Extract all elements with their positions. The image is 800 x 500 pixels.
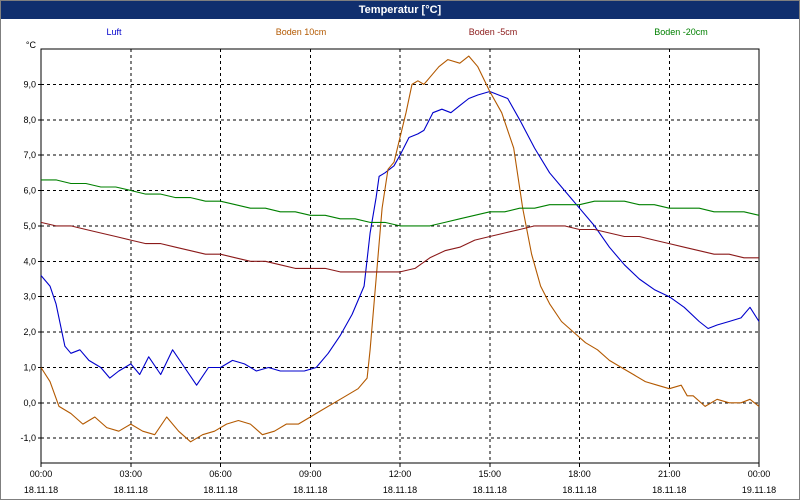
series-line-2 [40, 55, 760, 443]
legend-entry-3: Boden -5cm [469, 27, 518, 37]
x-tick-time: 21:00 [658, 469, 681, 479]
y-tick-label: 0,0 [23, 398, 36, 408]
chart-legend: Luft Boden 10cm Boden -5cm Boden -20cm [106, 27, 707, 37]
x-tick-date: 18.11.18 [383, 485, 417, 495]
y-tick-label: -1,0 [20, 433, 36, 443]
y-tick-label: 2,0 [23, 327, 36, 337]
y-tick-label: 8,0 [23, 115, 36, 125]
y-tick-label: 7,0 [23, 150, 36, 160]
y-tick-label: 9,0 [23, 79, 36, 89]
x-tick-time: 12:00 [389, 469, 412, 479]
x-tick-time: 06:00 [209, 469, 232, 479]
x-tick-date: 18.11.18 [473, 485, 507, 495]
series-line-4 [41, 179, 760, 227]
x-tick-time: 09:00 [299, 469, 322, 479]
y-axis-label: °C [26, 40, 37, 50]
legend-entry-4: Boden -20cm [654, 27, 708, 37]
x-tick-time: 15:00 [478, 469, 501, 479]
x-tick-date: 19.11.18 [742, 485, 776, 495]
x-tick-time: 00:00 [748, 469, 771, 479]
plot-frame [40, 48, 760, 464]
window-title: Temperatur [°C] [1, 1, 799, 19]
x-tick-date: 18.11.18 [562, 485, 596, 495]
y-tick-label: 6,0 [23, 186, 36, 196]
x-tick-date: 18.11.18 [114, 485, 148, 495]
temperature-chart: -1,0 0,0 1,0 2,0 3,0 4,0 5,0 6,0 7,0 8,0 9,0 °C 00:0… [20, 27, 776, 495]
series-line-3 [40, 221, 759, 273]
series-line-1 [40, 90, 760, 386]
x-tick-time: 03:00 [119, 469, 142, 479]
y-tick-label: 5,0 [23, 221, 36, 231]
x-tick-date: 18.11.18 [652, 485, 686, 495]
x-tick-date: 18.11.18 [293, 485, 327, 495]
y-tick-label: 4,0 [23, 256, 36, 266]
grid-lines [41, 49, 759, 463]
legend-entry-1: Luft [106, 27, 122, 37]
x-tick-time: 00:00 [30, 469, 53, 479]
x-tick-time: 18:00 [568, 469, 591, 479]
y-tick-label: 1,0 [23, 362, 36, 372]
x-tick-date: 18.11.18 [203, 485, 237, 495]
chart-axes: -1,0 0,0 1,0 2,0 3,0 4,0 5,0 6,0 7,0 8,0 9,0 °C 00:0… [20, 40, 776, 495]
legend-entry-2: Boden 10cm [276, 27, 327, 37]
x-tick-date: 18.11.18 [24, 485, 58, 495]
chart-series [40, 55, 760, 443]
y-tick-label: 3,0 [23, 292, 36, 302]
